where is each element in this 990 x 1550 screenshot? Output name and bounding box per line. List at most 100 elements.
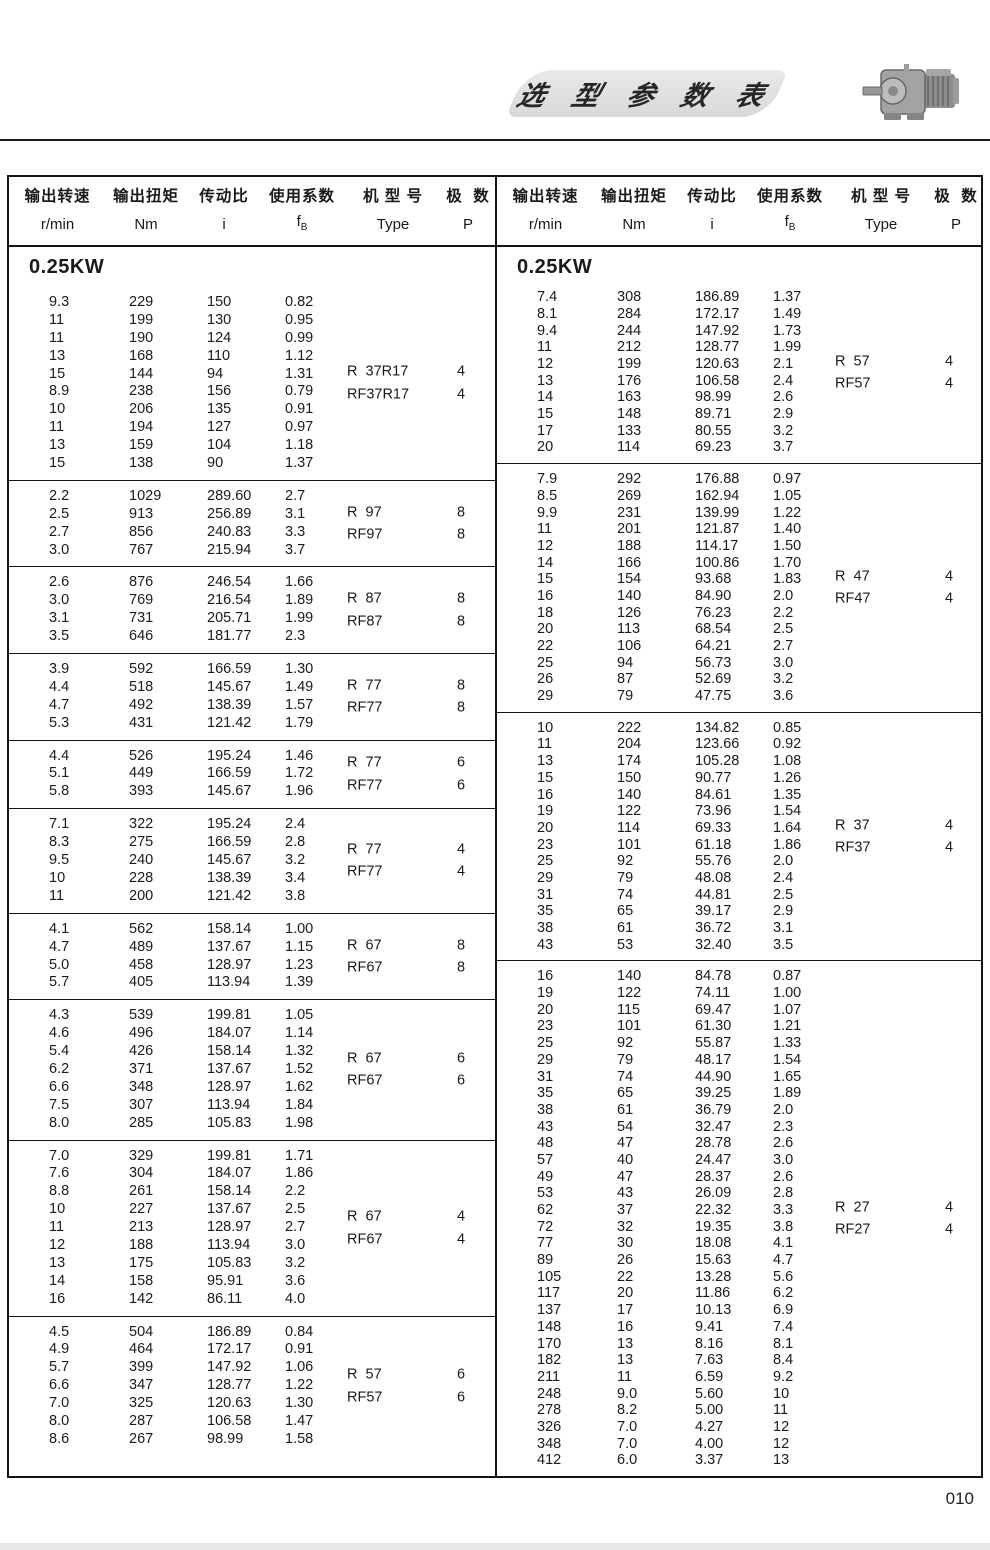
- torque-value: 74: [617, 1068, 634, 1085]
- factor-value: 1.31: [285, 365, 314, 382]
- ratio-value: 106.58: [207, 1412, 252, 1429]
- ratio-group: 4.3 539 199.81 1.05 4.6 496 184.07 1.14 5.4 426 15…: [9, 999, 495, 1139]
- ratio-value: 32.47: [695, 1118, 732, 1135]
- model-type: R 27: [835, 1199, 870, 1216]
- ratio-value: 5.00: [695, 1402, 724, 1419]
- type-line: R 47 4: [835, 565, 963, 588]
- type-line: R 87 8: [347, 588, 475, 611]
- speed-value: 4.4: [49, 678, 70, 695]
- speed-value: 17: [537, 422, 554, 439]
- speed-value: 137: [537, 1302, 562, 1319]
- ratio-value: 145.67: [207, 678, 252, 695]
- poles-value: 4: [944, 353, 954, 370]
- ratio-value: 48.08: [695, 869, 732, 886]
- speed-value: 16: [537, 587, 554, 604]
- speed-value: 31: [537, 1068, 554, 1085]
- torque-value: 166: [617, 554, 642, 571]
- ratio-value: 61.18: [695, 836, 732, 853]
- torque-value: 876: [129, 574, 154, 591]
- torque-value: 539: [129, 1007, 154, 1024]
- ratio-value: 128.97: [207, 1078, 252, 1095]
- factor-value: 12: [773, 1418, 790, 1435]
- table-row: 7.5 307 113.94 1.84: [9, 1097, 495, 1115]
- speed-value: 43: [537, 1118, 554, 1135]
- ratio-value: 69.33: [695, 819, 732, 836]
- ratio-value: 166.59: [207, 765, 252, 782]
- speed-value: 248: [537, 1385, 562, 1402]
- torque-value: 426: [129, 1043, 154, 1060]
- torque-value: 222: [617, 719, 642, 736]
- table-row: 7.4 308 186.89 1.37: [497, 289, 981, 306]
- factor-value: 3.4: [285, 869, 306, 886]
- factor-value: 1.52: [285, 1060, 314, 1077]
- table-row: 14 163 98.99 2.6: [497, 389, 981, 406]
- ratio-value: 105.83: [207, 1254, 252, 1271]
- speed-value: 9.3: [49, 294, 70, 310]
- torque-value: 65: [617, 903, 634, 920]
- table-row: 19 122 74.11 1.00: [497, 985, 981, 1002]
- table-row: 11 212 128.77 1.99: [497, 339, 981, 356]
- table-row: 8.8 261 158.14 2.2: [9, 1183, 495, 1201]
- table-row: 4.1 562 158.14 1.00: [9, 921, 495, 939]
- factor-value: 4.7: [773, 1252, 794, 1269]
- ratio-value: 105.28: [695, 753, 740, 770]
- torque-value: 74: [617, 886, 634, 903]
- page-number: 010: [945, 1489, 974, 1508]
- speed-value: 13: [49, 1254, 66, 1271]
- torque-value: 200: [129, 887, 154, 904]
- torque-value: 449: [129, 765, 154, 782]
- torque-value: 158: [129, 1272, 154, 1289]
- col-factor-label: 使用系数: [268, 188, 335, 205]
- model-type: R 87: [347, 590, 382, 607]
- table-row: 7.9 292 176.88 0.97: [497, 471, 981, 488]
- torque-value: 190: [129, 329, 154, 346]
- factor-value: 5.6: [773, 1268, 794, 1285]
- table-row: 31 74 44.90 1.65: [497, 1069, 981, 1086]
- ratio-value: 76.23: [695, 604, 732, 621]
- factor-value: 1.35: [773, 786, 802, 803]
- model-type: RF97: [347, 526, 383, 543]
- ratio-value: 13.28: [695, 1268, 732, 1285]
- table-row: 11 200 121.42 3.8: [9, 888, 495, 906]
- speed-value: 5.1: [49, 765, 70, 782]
- ratio-group: 4.4 526 195.24 1.46 5.1 449 166.59 1.72 5.8 393 14…: [9, 739, 495, 809]
- ratio-group: 3.9 592 166.59 1.30 4.4 518 145.67 1.49 4.7 492 13…: [9, 653, 495, 740]
- speed-value: 2.5: [49, 505, 70, 522]
- ratio-value: 216.54: [207, 592, 252, 609]
- ratio-value: 135: [207, 401, 232, 418]
- factor-value: 1.58: [285, 1430, 314, 1447]
- table-row: 89 26 15.63 4.7: [497, 1252, 981, 1269]
- speed-value: 14: [49, 1272, 66, 1289]
- speed-value: 11: [49, 329, 65, 346]
- torque-value: 174: [617, 753, 642, 770]
- factor-value: 1.86: [773, 836, 802, 853]
- factor-value: 3.1: [773, 920, 794, 936]
- torque-value: 101: [617, 836, 642, 853]
- torque-value: 206: [129, 401, 154, 418]
- ratio-value: 90.77: [695, 769, 732, 786]
- table-row: 5.3 431 121.42 1.79: [9, 715, 495, 733]
- torque-value: 92: [617, 1035, 634, 1052]
- ratio-value: 84.78: [695, 968, 732, 985]
- torque-value: 325: [129, 1395, 154, 1412]
- speed-value: 16: [537, 968, 554, 985]
- ratio-value: 74.11: [695, 985, 731, 1002]
- torque-value: 122: [617, 985, 642, 1002]
- speed-value: 14: [537, 554, 554, 571]
- ratio-value: 186.89: [207, 1323, 252, 1340]
- table-row: 5.8 393 145.67 1.96: [9, 783, 495, 801]
- model-type: R 47: [835, 568, 870, 585]
- factor-value: 1.40: [773, 521, 802, 538]
- speed-value: 6.6: [49, 1377, 70, 1394]
- ratio-value: 127: [207, 419, 232, 436]
- torque-value: 114: [617, 819, 641, 836]
- ratio-value: 69.47: [695, 1001, 732, 1018]
- model-type: RF67: [347, 1072, 383, 1089]
- table-row: 35 65 39.25 1.89: [497, 1085, 981, 1102]
- torque-value: 322: [129, 816, 154, 833]
- type-line: R 67 8: [347, 934, 475, 957]
- factor-value: 3.8: [773, 1218, 794, 1235]
- torque-value: 7.0: [617, 1418, 638, 1435]
- ratio-group: 10 222 134.82 0.85 11 204 123.66 0.92 13 174 105.2…: [497, 711, 981, 961]
- speed-value: 3.0: [49, 592, 70, 609]
